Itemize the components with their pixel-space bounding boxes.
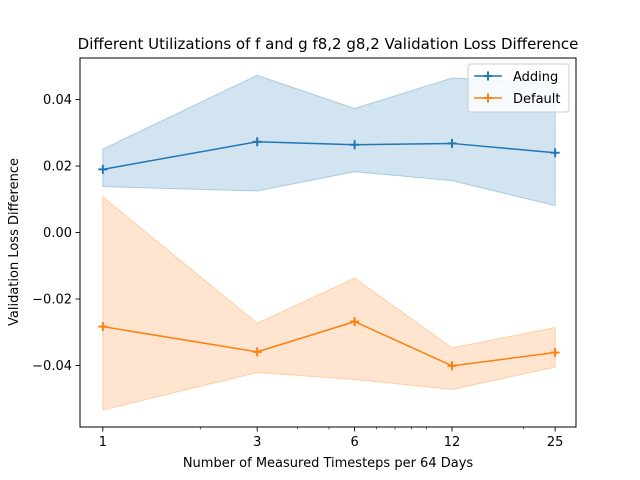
y-axis-label: Validation Loss Difference <box>7 158 22 326</box>
x-tick-label: 1 <box>99 435 107 450</box>
data-point-adding <box>350 140 360 150</box>
data-point-adding <box>447 138 457 148</box>
legend: Adding Default <box>467 63 570 113</box>
band-default <box>102 195 556 411</box>
x-tick-label: 25 <box>547 435 564 450</box>
data-point-default <box>447 361 457 371</box>
y-tick-label: 0.04 <box>43 93 72 108</box>
y-tick-label: 0.00 <box>43 226 72 241</box>
data-point-default <box>350 317 360 327</box>
data-point-default <box>550 348 560 358</box>
legend-label-default: Default <box>513 92 561 107</box>
series-markers <box>98 137 560 371</box>
y-tick-label: −0.02 <box>32 293 72 308</box>
x-axis-label: Number of Measured Timesteps per 64 Days <box>183 456 474 471</box>
data-point-adding <box>98 164 108 174</box>
plot-area-frame <box>79 57 577 428</box>
data-point-adding <box>252 137 262 147</box>
chart-title: Different Utilizations of f and g f8,2 g… <box>78 35 579 53</box>
data-point-adding <box>550 148 560 158</box>
data-point-default <box>252 347 262 357</box>
x-tick-label: 6 <box>350 435 358 450</box>
y-axis-ticks: 0.04 0.02 0.00 −0.02 −0.04 <box>32 93 80 374</box>
confidence-bands <box>102 74 556 411</box>
x-tick-label: 12 <box>444 435 461 450</box>
legend-entry-adding: Adding <box>474 70 558 85</box>
x-axis-ticks: 1 3 6 12 25 <box>99 427 564 450</box>
data-point-default <box>98 322 108 332</box>
legend-label-adding: Adding <box>513 70 558 85</box>
y-tick-label: −0.04 <box>32 359 72 374</box>
band-adding <box>102 74 556 207</box>
x-tick-label: 3 <box>253 435 261 450</box>
legend-marker-default <box>483 93 493 103</box>
legend-entry-default: Default <box>474 92 561 107</box>
legend-marker-adding <box>483 71 493 81</box>
y-tick-label: 0.02 <box>43 160 72 175</box>
